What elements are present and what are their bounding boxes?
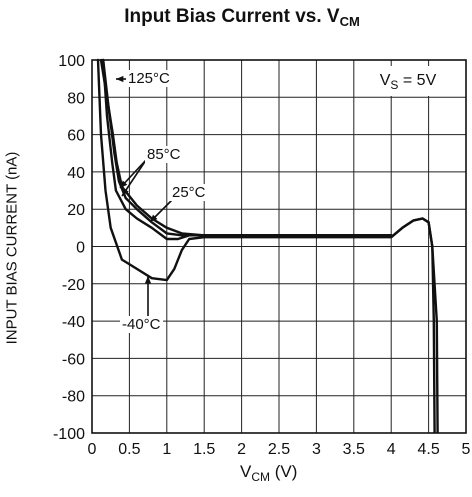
arrow-125c-head xyxy=(116,75,124,83)
label-125c: 125°C xyxy=(126,70,172,87)
arrow-85c-a-head xyxy=(120,180,128,188)
x-tick-label: 3.5 xyxy=(343,441,365,458)
series-tail-line-2 xyxy=(390,217,439,434)
arrow-85c-b-head xyxy=(122,188,129,196)
tick-labels: 0 0.5 1 1.5 2 2.5 3 3.5 4 4.5 5 100 80 60 40 20 0 -20 -40 -… xyxy=(53,53,471,458)
annotation-lines xyxy=(116,75,175,318)
y-tick-label: 20 xyxy=(67,202,85,219)
y-tick-label: 100 xyxy=(58,53,85,70)
chart-title: Input Bias Current vs. VCM xyxy=(124,6,360,29)
series-m40c-line xyxy=(96,58,393,282)
series-layer xyxy=(96,58,439,434)
x-tick-label: 1 xyxy=(162,441,171,458)
arrow-25c-head xyxy=(150,214,158,222)
x-tick-label: 1.5 xyxy=(193,441,215,458)
x-tick-label: 3 xyxy=(312,441,321,458)
series-25c-line xyxy=(102,58,393,241)
y-tick-label: -100 xyxy=(53,426,85,443)
y-tick-label: -60 xyxy=(62,351,85,368)
y-tick-label: -80 xyxy=(62,389,85,406)
label-25c: 25°C xyxy=(170,184,208,201)
y-tick-label: 80 xyxy=(67,90,85,107)
x-axis-label: VCM (V) xyxy=(240,462,298,484)
series-tail-line xyxy=(390,217,436,434)
plot-frame xyxy=(91,59,467,434)
chart-grid xyxy=(91,59,467,434)
label-m40c: -40°C xyxy=(120,316,163,333)
y-axis-label: INPUT BIAS CURRENT (nA) xyxy=(3,151,21,345)
y-tick-label: 60 xyxy=(67,128,85,145)
x-tick-label: 2.5 xyxy=(268,441,290,458)
y-tick-label: 0 xyxy=(76,240,85,257)
x-tick-label: 5 xyxy=(462,441,471,458)
x-tick-label: 4 xyxy=(387,441,396,458)
y-tick-label: 40 xyxy=(67,165,85,182)
supply-condition-label: VS = 5V xyxy=(362,66,454,96)
x-tick-label: 4.5 xyxy=(417,441,439,458)
y-tick-label: -40 xyxy=(62,314,85,331)
arrow-m40c-head xyxy=(144,276,152,284)
x-tick-label: 2 xyxy=(237,441,246,458)
label-85c: 85°C xyxy=(145,146,183,163)
y-tick-label: -20 xyxy=(62,277,85,294)
x-tick-label: 0.5 xyxy=(118,441,140,458)
x-tick-label: 0 xyxy=(88,441,97,458)
